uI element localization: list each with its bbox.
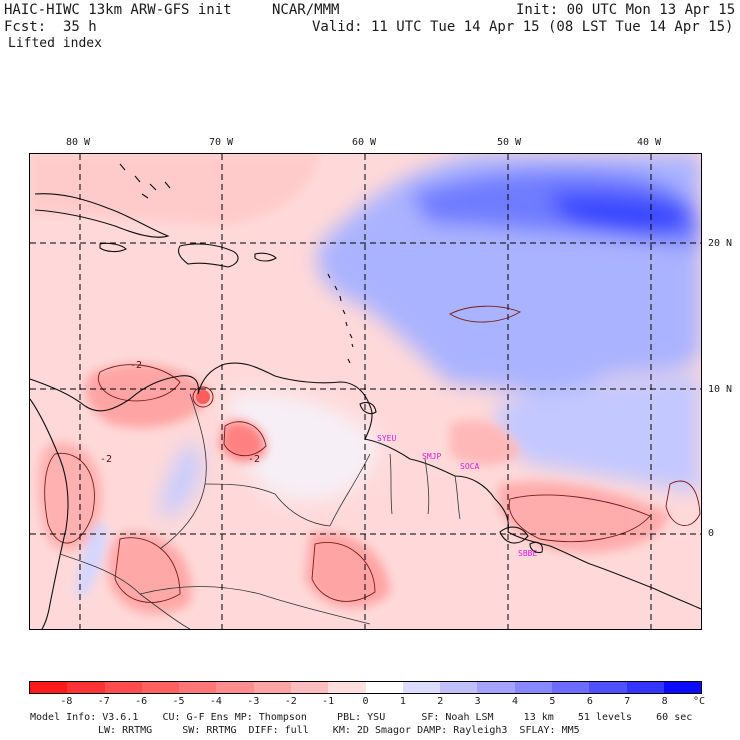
model-info-line2: LW: RRTMG SW: RRTMG DIFF: full KM: 2D Sm…: [98, 725, 580, 736]
color-swatch: [216, 682, 254, 693]
color-swatch: [365, 682, 403, 693]
color-swatch: [402, 682, 441, 693]
color-scale-tick-label: -7: [97, 696, 110, 707]
coastlines: [30, 163, 701, 629]
color-swatch: [477, 682, 515, 693]
color-swatch: [663, 682, 702, 693]
lat-lon-grid: [30, 154, 701, 629]
color-swatch: [253, 682, 291, 693]
color-scale-tick-label: 7: [624, 696, 631, 707]
institution: NCAR/MMM: [272, 2, 340, 18]
model-info-line1: Model Info: V3.6.1 CU: G-F Ens MP: Thomp…: [30, 712, 693, 723]
color-scale-tick-label: 8: [661, 696, 668, 707]
country-borders: [59, 393, 461, 629]
color-scale-tick-label: 4: [512, 696, 519, 707]
color-swatch: [440, 682, 478, 693]
contour-label: -2: [100, 454, 113, 465]
color-swatch: [67, 682, 105, 693]
lon-label-50w: 50 W: [497, 137, 522, 148]
station-smjp: SMJP: [422, 452, 442, 461]
stable-region-shading: [160, 154, 701, 517]
color-scale-tick-label: -3: [247, 696, 260, 707]
color-swatch: [514, 682, 552, 693]
color-swatch: [141, 682, 180, 693]
forecast-hour: Fcst: 35 h: [4, 19, 97, 35]
color-scale-tick-label: -4: [209, 696, 222, 707]
station-sbbe: SBBE: [518, 549, 538, 558]
color-scale-tick-label: 6: [586, 696, 593, 707]
lon-label-70w: 70 W: [209, 137, 234, 148]
color-swatch: [179, 682, 217, 693]
color-scale-tick-label: -8: [60, 696, 73, 707]
lon-label-80w: 80 W: [66, 137, 91, 148]
contour-label: -2: [130, 360, 143, 371]
color-scale-unit: °C: [693, 696, 706, 707]
lat-label-0: 0: [708, 528, 715, 539]
station-soca: SOCA: [460, 462, 480, 471]
color-swatch: [328, 682, 366, 693]
color-swatch: [589, 682, 627, 693]
init-time: Init: 00 UTC Mon 13 Apr 15: [516, 2, 736, 18]
color-swatch: [626, 682, 664, 693]
lat-label-20n: 20 N: [708, 238, 733, 249]
color-scale-tick-label: -1: [322, 696, 335, 707]
color-swatch: [551, 682, 590, 693]
unstable-region-shading: [30, 154, 670, 615]
lat-label-10n: 10 N: [708, 384, 733, 395]
color-scale-tick-label: 2: [437, 696, 444, 707]
lon-label-60w: 60 W: [352, 137, 377, 148]
convective-spot: [196, 390, 210, 404]
color-scale-tick-label: -6: [135, 696, 148, 707]
lifted-index-map: -2 -2 -2 SYEU SMJP SOCA SBBE: [29, 153, 702, 630]
field-name: Lifted index: [8, 36, 102, 51]
color-swatch: [290, 682, 329, 693]
color-scale-tick-label: 3: [474, 696, 481, 707]
color-scale-tick-label: -5: [172, 696, 185, 707]
valid-time: Valid: 11 UTC Tue 14 Apr 15 (08 LST Tue …: [312, 19, 734, 35]
color-swatch: [104, 682, 142, 693]
lon-label-40w: 40 W: [637, 137, 662, 148]
color-scale-tick-label: 0: [362, 696, 369, 707]
color-scale-bar: [29, 681, 702, 694]
color-swatch: [30, 682, 68, 693]
model-title: HAIC-HIWC 13km ARW-GFS init: [4, 2, 232, 18]
contour-ring: [192, 386, 214, 408]
color-scale-tick-label: 5: [549, 696, 556, 707]
contour-label: -2: [248, 454, 261, 465]
color-scale-tick-label: 1: [399, 696, 406, 707]
color-scale-tick-label: -2: [284, 696, 297, 707]
station-syeu: SYEU: [377, 434, 397, 443]
